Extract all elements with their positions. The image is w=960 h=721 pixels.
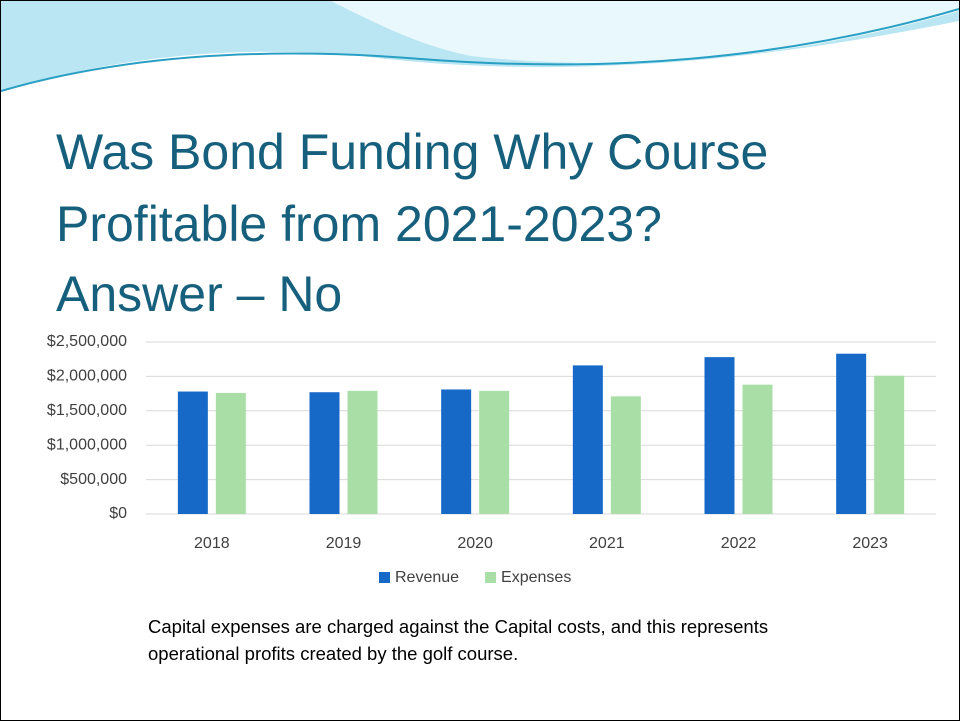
slide-title: Profitable from 2021-2023? bbox=[56, 196, 662, 252]
slide-title: Answer – No bbox=[56, 266, 342, 322]
bar bbox=[705, 357, 735, 514]
bar bbox=[178, 392, 208, 514]
bar bbox=[479, 391, 509, 514]
y-tick-label: $500,000 bbox=[60, 471, 127, 488]
x-tick-label: 2020 bbox=[457, 535, 493, 552]
annotation: Capital expenses are charged against the… bbox=[148, 613, 838, 667]
x-tick-label: 2018 bbox=[194, 535, 230, 552]
bar bbox=[874, 376, 904, 514]
bar bbox=[310, 392, 340, 514]
y-tick-label: $2,000,000 bbox=[47, 368, 127, 385]
bar bbox=[216, 393, 246, 514]
slide-title: Was Bond Funding Why Course bbox=[56, 124, 768, 180]
bar bbox=[573, 365, 603, 514]
x-tick-label: 2022 bbox=[721, 535, 757, 552]
legend-label: Revenue bbox=[395, 569, 459, 586]
bar bbox=[836, 354, 866, 514]
bar bbox=[743, 385, 773, 514]
slide: Was Bond Funding Why Course Profitable f… bbox=[0, 0, 960, 721]
y-tick-label: $1,000,000 bbox=[47, 436, 127, 453]
legend-label: Expenses bbox=[501, 569, 571, 586]
y-tick-label: $2,500,000 bbox=[47, 333, 127, 350]
x-tick-label: 2019 bbox=[326, 535, 362, 552]
x-tick-label: 2023 bbox=[852, 535, 888, 552]
bar bbox=[441, 389, 471, 514]
x-tick-label: 2021 bbox=[589, 535, 625, 552]
legend-swatch bbox=[485, 572, 496, 583]
legend-swatch bbox=[379, 572, 390, 583]
y-tick-label: $1,500,000 bbox=[47, 402, 127, 419]
bar bbox=[611, 396, 641, 514]
bar bbox=[348, 391, 378, 514]
y-tick-label: $0 bbox=[109, 505, 127, 522]
